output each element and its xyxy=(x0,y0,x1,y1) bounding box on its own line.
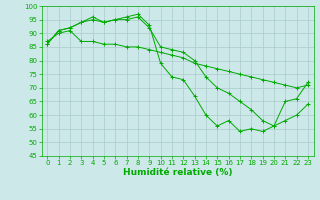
X-axis label: Humidité relative (%): Humidité relative (%) xyxy=(123,168,232,177)
